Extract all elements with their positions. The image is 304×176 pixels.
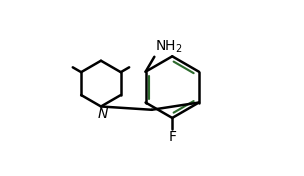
Text: N: N	[98, 107, 108, 121]
Text: F: F	[168, 130, 176, 144]
Text: NH$_2$: NH$_2$	[155, 39, 183, 55]
